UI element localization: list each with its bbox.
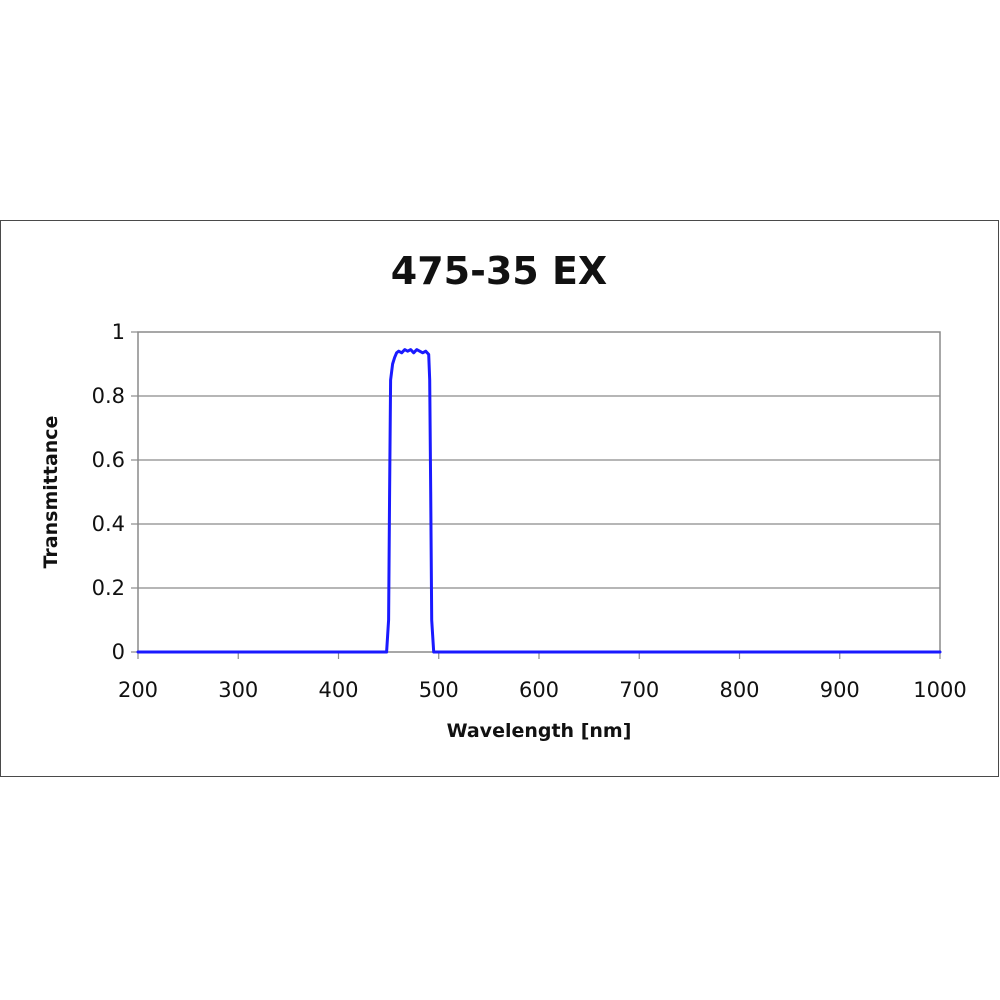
y-tick-label: 0.6	[92, 448, 125, 472]
x-tick-label: 300	[218, 678, 258, 702]
x-tick-label: 400	[318, 678, 358, 702]
x-tick-label: 800	[719, 678, 759, 702]
x-tick-label: 700	[619, 678, 659, 702]
chart-svg: 475-35 EX 0 0.2 0.4 0.6 0.8 1 200 300 400 500 600 7…	[40, 249, 967, 742]
x-tick-label: 500	[419, 678, 459, 702]
chart-container: 475-35 EX 0 0.2 0.4 0.6 0.8 1 200 300 400 500 600 7…	[0, 220, 999, 777]
plot-area	[137, 331, 941, 653]
axis-ticks: 0 0.2 0.4 0.6 0.8 1 200 300 400 500 600 700 800 900 10…	[92, 320, 967, 702]
series-line	[136, 348, 942, 654]
grid-lines	[138, 395, 940, 589]
y-tick-label: 0	[112, 640, 125, 664]
y-tick-label: 0.4	[92, 512, 125, 536]
x-tick-label: 600	[519, 678, 559, 702]
x-axis-title: Wavelength [nm]	[447, 720, 632, 742]
y-tick-label: 0.2	[92, 576, 125, 600]
x-tick-label: 200	[118, 678, 158, 702]
x-tick-label: 900	[820, 678, 860, 702]
y-tick-label: 1	[112, 320, 125, 344]
y-axis-title: Transmittance	[40, 416, 62, 569]
series-group	[136, 348, 942, 654]
x-tick-label: 1000	[913, 678, 966, 702]
y-tick-label: 0.8	[92, 384, 125, 408]
chart-title: 475-35 EX	[391, 249, 607, 293]
